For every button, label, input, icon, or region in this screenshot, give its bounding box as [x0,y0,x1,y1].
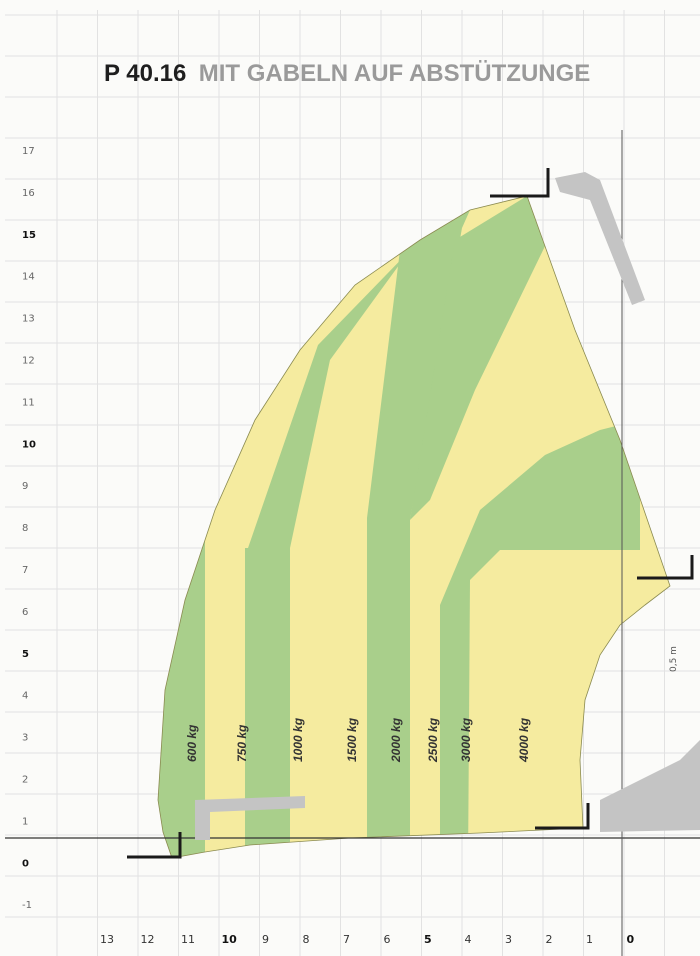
y-tick-label: 6 [22,607,28,618]
y-tick-label: 7 [22,565,28,576]
load-zone-label: 3000 kg [459,717,473,762]
zone-2000kg [367,210,470,858]
x-tick-label: 8 [303,933,310,946]
y-tick-label: 16 [22,188,35,199]
load-zone-label: 4000 kg [517,717,531,763]
x-tick-label: 4 [465,933,472,946]
y-tick-label: 2 [22,775,28,786]
y-tick-label: 17 [22,146,35,157]
x-tick-label: 3 [505,933,512,946]
title-subtitle: MIT GABELN AUF ABSTÜTZUNGE [199,60,591,87]
page-title: P 40.16 MIT GABELN AUF ABSTÜTZUNGE [104,60,590,87]
y-tick-label: 9 [22,481,28,492]
y-tick-label: 4 [22,691,28,702]
load-zone-label: 600 kg [185,724,199,762]
x-tick-label: 2 [546,933,553,946]
distance-annotation: 0,5 m [669,646,679,672]
load-zone-label: 750 kg [235,724,249,762]
y-tick-label: 12 [22,356,35,367]
x-tick-label: 9 [262,933,269,946]
x-tick-label: 1 [586,933,593,946]
y-tick-label: 0 [22,858,29,869]
zone-2500-band-top [410,196,560,520]
x-tick-label: 11 [181,933,195,946]
zone-3000kg [440,420,640,858]
y-tick-label: 5 [22,649,29,660]
boom-top [555,172,645,305]
fork-right [637,555,694,580]
x-tick-label: 12 [141,933,155,946]
telescopic-handler-silhouette [195,172,700,840]
y-tick-label: 3 [22,733,28,744]
load-zone-label: 1000 kg [291,717,305,762]
machine-body [600,740,700,832]
x-tick-label: 5 [424,933,432,946]
x-tick-label: 10 [222,933,238,946]
fork-bottom-left [127,832,182,859]
y-tick-label: 10 [22,439,36,450]
x-axis: 13 12 11 10 9 8 7 6 5 4 3 2 1 0 [100,933,635,946]
fork-icon [127,168,694,859]
fork-top [490,168,550,198]
load-zone-label: 2500 kg [426,717,440,763]
x-tick-label: 6 [384,933,391,946]
load-zone-labels: 600 kg 750 kg 1000 kg 1500 kg 2000 kg 2500 kg… [185,717,531,763]
x-tick-label: 0 [627,933,635,946]
load-zone-label: 2000 kg [389,717,403,763]
fork-carriage-low [195,796,305,840]
zone-1000kg [245,240,420,858]
model-name: P 40.16 [104,60,186,87]
x-tick-label: 13 [100,933,114,946]
load-zone-label: 1500 kg [345,717,359,762]
zone-600kg [158,196,205,858]
x-tick-label: 7 [343,933,350,946]
fork-bottom-right [535,803,590,830]
y-tick-label: 15 [22,230,36,241]
y-tick-label: 11 [22,397,35,408]
y-tick-label: 14 [22,272,35,283]
y-tick-label: 8 [22,523,28,534]
y-tick-label: 1 [22,816,28,827]
y-tick-label: 13 [22,314,35,325]
y-tick-label: -1 [22,900,32,911]
